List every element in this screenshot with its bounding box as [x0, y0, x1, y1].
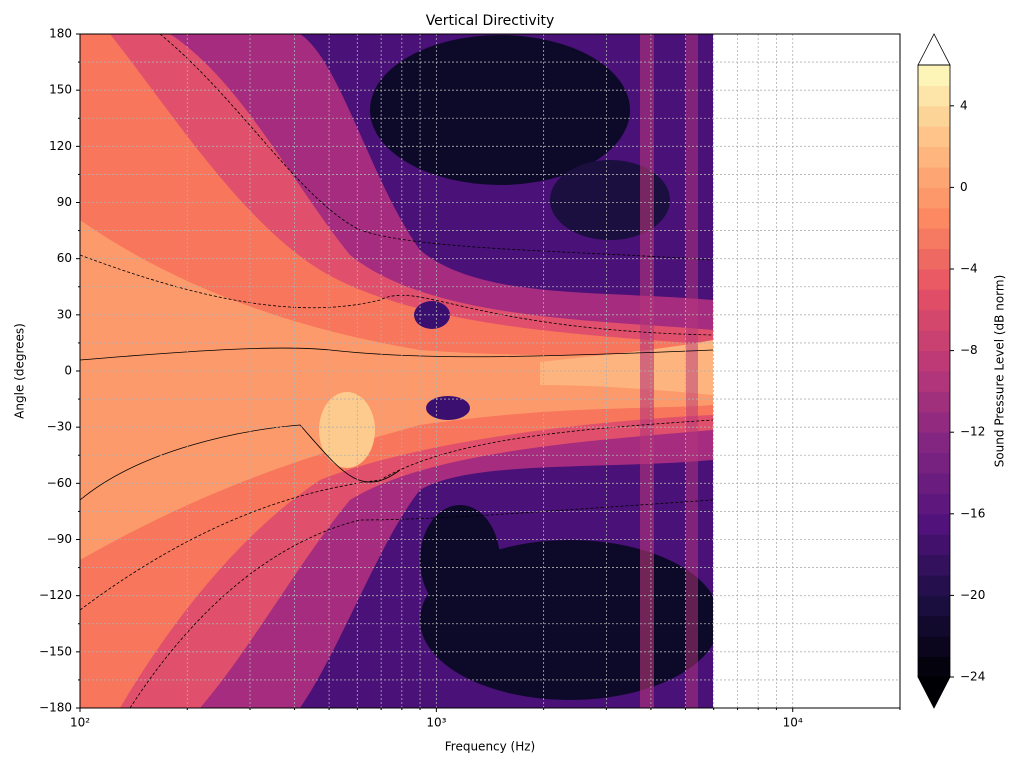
colorbar-tick-label: −20	[960, 588, 985, 602]
y-tick-label: 90	[57, 195, 72, 209]
colorbar-band	[918, 391, 950, 413]
colorbar-band	[918, 85, 950, 107]
colorbar-band	[918, 371, 950, 392]
colorbar-band	[918, 554, 950, 576]
colorbar-band	[918, 452, 950, 474]
colorbar-tick-label: −16	[960, 506, 985, 520]
x-tick-label: 10²	[70, 716, 90, 730]
y-tick-label: −60	[47, 476, 72, 490]
colorbar-label: Sound Pressure Level (dB norm)	[993, 275, 1007, 468]
colorbar-band	[918, 411, 950, 433]
colorbar-extend-bottom	[917, 676, 951, 709]
colorbar-tick-label: 0	[960, 180, 968, 194]
y-tick-label: −30	[47, 420, 72, 434]
colorbar-band	[918, 615, 950, 637]
chart-title: Vertical Directivity	[426, 13, 555, 29]
y-tick-label: −120	[39, 588, 72, 602]
colorbar-band	[918, 309, 950, 331]
colorbar-tick-label: −12	[960, 425, 985, 439]
colorbar-tick-label: 4	[960, 98, 968, 112]
colorbar-extend-top	[917, 33, 951, 66]
colorbar-tick-label: −4	[960, 262, 978, 276]
colorbar-band	[918, 289, 950, 311]
colorbar-band	[918, 432, 950, 454]
y-tick-label: −150	[39, 644, 72, 658]
colorbar-band	[918, 534, 950, 556]
colorbar-band	[918, 126, 950, 148]
y-tick-label: 30	[57, 307, 72, 321]
colorbar-band	[918, 493, 950, 515]
y-axis-label: Angle (degrees)	[13, 323, 27, 419]
colorbar-band	[918, 207, 950, 229]
colorbar-band	[918, 248, 950, 270]
colorbar-band	[918, 473, 950, 494]
y-tick-label: 150	[49, 83, 72, 97]
x-tick-label: 10⁴	[783, 716, 803, 730]
x-axis-label: Frequency (Hz)	[445, 740, 536, 754]
colorbar-band	[918, 105, 950, 127]
colorbar-band	[918, 656, 950, 678]
colorbar-band	[918, 187, 950, 209]
colorbar-band	[918, 269, 950, 290]
colorbar-tick-label: −24	[960, 670, 985, 684]
x-tick-label: 10³	[426, 716, 446, 730]
y-tick-label: 120	[49, 139, 72, 153]
y-tick-label: −180	[39, 701, 72, 715]
y-tick-label: 60	[57, 251, 72, 265]
colorbar-band	[918, 350, 950, 372]
colorbar-frame	[917, 64, 951, 678]
colorbar-band	[918, 65, 950, 86]
y-tick-label: 180	[49, 27, 72, 41]
y-tick-label: 0	[64, 364, 72, 378]
y-tick-label: −90	[47, 532, 72, 546]
colorbar-band	[918, 513, 950, 535]
colorbar-band	[918, 575, 950, 596]
colorbar-band	[918, 146, 950, 168]
colorbar-band	[918, 595, 950, 617]
colorbar-band	[918, 228, 950, 250]
colorbar-band	[918, 330, 950, 352]
colorbar-band	[918, 167, 950, 188]
colorbar-band	[918, 636, 950, 658]
colorbar-tick-label: −8	[960, 343, 978, 357]
